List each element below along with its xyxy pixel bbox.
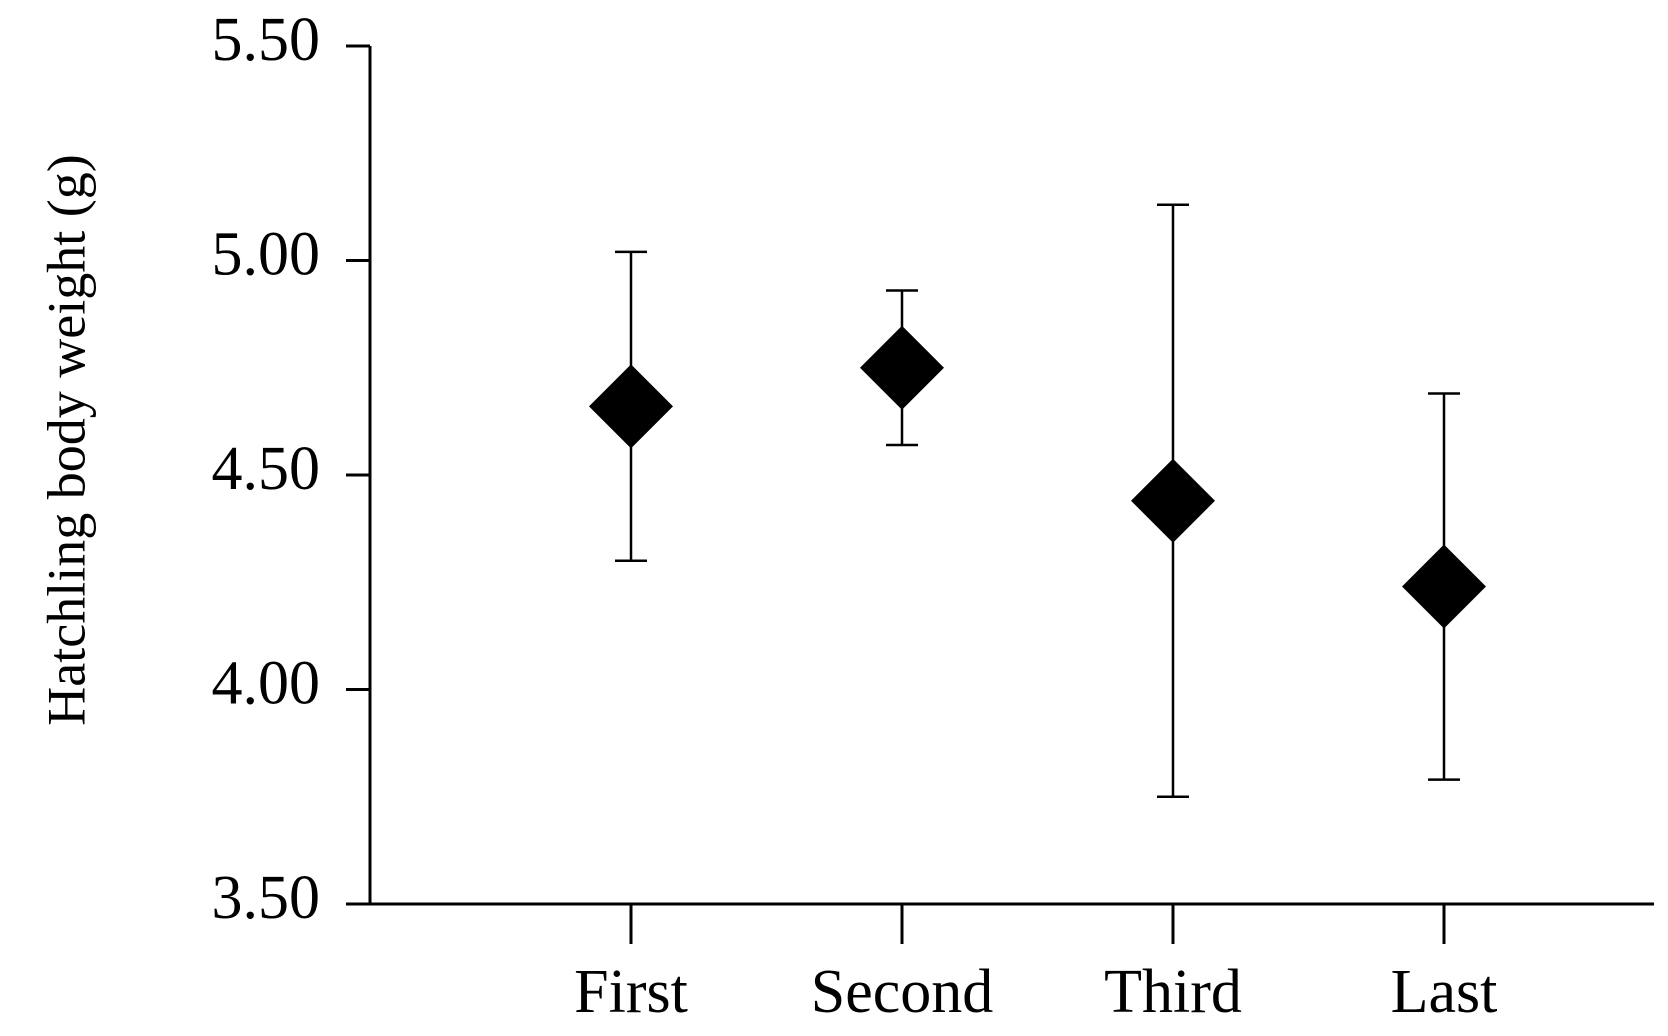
y-tick-label: 5.50: [212, 6, 321, 74]
x-tick-label: First: [574, 958, 688, 1026]
y-tick-label: 5.00: [212, 221, 321, 289]
marker: [589, 364, 673, 449]
y-tick-label: 3.50: [212, 864, 321, 932]
x-tick-label: Last: [1391, 958, 1498, 1026]
marker: [1402, 544, 1486, 629]
y-tick-label: 4.00: [212, 650, 321, 718]
marker: [860, 325, 944, 410]
marker: [1131, 458, 1215, 543]
y-axis-label: Hatchling body weight (g): [36, 154, 96, 725]
x-tick-label: Third: [1104, 958, 1242, 1026]
y-tick-label: 4.50: [212, 435, 321, 503]
x-tick-label: Second: [811, 958, 994, 1026]
